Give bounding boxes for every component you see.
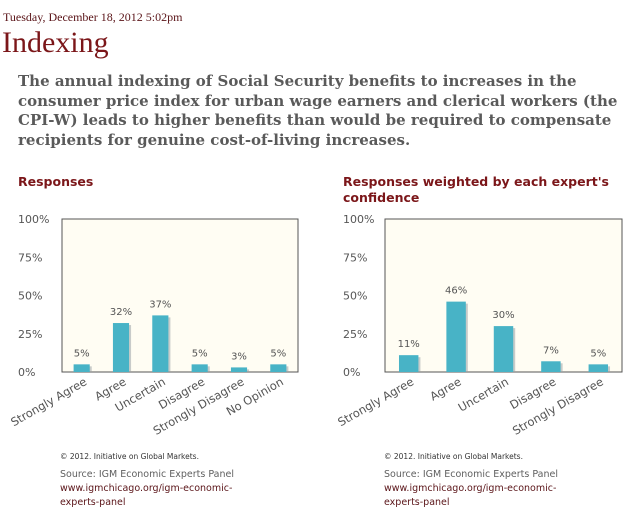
- source-text: Source: IGM Economic Experts Panel: [384, 469, 558, 480]
- bar: [541, 361, 561, 372]
- y-tick-label: 0%: [343, 366, 360, 379]
- y-tick-label: 100%: [18, 213, 49, 226]
- chart-footer-left: © 2012. Initiative on Global Markets. So…: [60, 450, 234, 510]
- category-label: Uncertain: [456, 374, 511, 414]
- category-label: Strongly Agree: [335, 374, 416, 429]
- source-link[interactable]: www.igmchicago.org/igm-economic-: [384, 483, 557, 494]
- bar-value-label: 37%: [149, 299, 171, 310]
- bar-value-label: 46%: [445, 286, 467, 297]
- chart-footer-right: © 2012. Initiative on Global Markets. So…: [384, 450, 558, 510]
- y-tick-label: 25%: [343, 328, 367, 341]
- y-tick-label: 50%: [343, 290, 367, 303]
- source-text: Source: IGM Economic Experts Panel: [60, 469, 234, 480]
- plot-area: [61, 218, 299, 373]
- bar: [446, 301, 466, 372]
- bar-value-label: 11%: [398, 339, 420, 350]
- category-label: Agree: [427, 374, 463, 403]
- bar: [73, 364, 90, 372]
- chart-title-weighted: Responses weighted by each expert's conf…: [343, 174, 609, 205]
- copyright: © 2012. Initiative on Global Markets.: [60, 452, 199, 461]
- y-tick-label: 100%: [343, 213, 374, 226]
- bar-value-label: 5%: [74, 348, 90, 359]
- bar-value-label: 30%: [492, 310, 514, 321]
- y-tick-label: 25%: [18, 328, 42, 341]
- bar-value-label: 5%: [270, 348, 286, 359]
- bar: [152, 315, 169, 372]
- page-title: Indexing: [2, 26, 109, 59]
- y-tick-label: 50%: [18, 290, 42, 303]
- chart-title-responses: Responses: [18, 174, 94, 189]
- copyright: © 2012. Initiative on Global Markets.: [384, 452, 523, 461]
- source-link-cont[interactable]: experts-panel: [384, 497, 450, 508]
- bar: [398, 355, 419, 372]
- bar: [493, 326, 514, 372]
- y-tick-label: 75%: [18, 251, 42, 264]
- bar-value-label: 32%: [110, 307, 132, 318]
- bar: [588, 364, 609, 372]
- source-link[interactable]: www.igmchicago.org/igm-economic-: [60, 483, 233, 494]
- source-link-cont[interactable]: experts-panel: [60, 497, 126, 508]
- bar-value-label: 3%: [231, 351, 247, 362]
- bar: [270, 364, 287, 372]
- timestamp: Tuesday, December 18, 2012 5:02pm: [3, 10, 183, 24]
- bar-value-label: 5%: [192, 348, 208, 359]
- y-tick-label: 75%: [343, 251, 367, 264]
- bar: [112, 323, 130, 372]
- bar-value-label: 5%: [590, 348, 606, 359]
- bar-value-label: 7%: [543, 345, 559, 356]
- bar: [230, 367, 248, 372]
- bar: [191, 364, 208, 372]
- question-text: The annual indexing of Social Security b…: [18, 72, 618, 149]
- y-tick-label: 0%: [18, 366, 35, 379]
